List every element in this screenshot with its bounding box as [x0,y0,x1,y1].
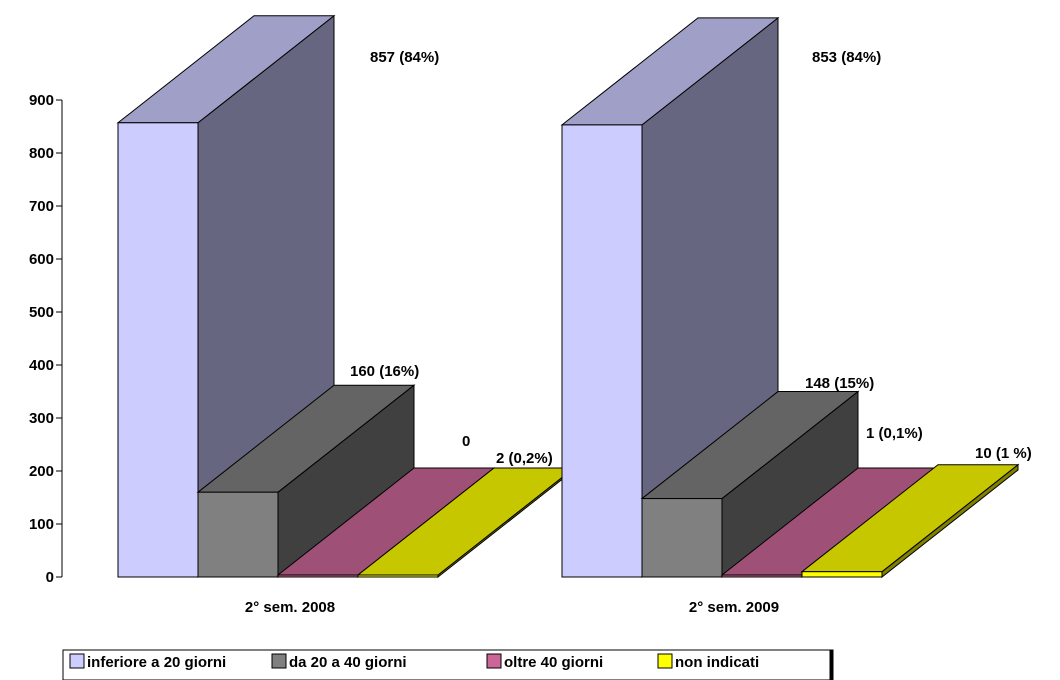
legend-label: oltre 40 giorni [504,654,603,671]
bar-non-indicati-1 [800,463,1020,579]
legend-label: da 20 a 40 giorni [289,654,407,671]
legend-swatch [657,653,673,669]
bar-front [721,574,803,578]
y-axis: 0 100 200 300 400 500 600 700 800 900 [29,92,63,586]
data-label: 857 (84%) [370,49,439,66]
data-label: 10 (1 %) [975,445,1032,462]
category-label: 2° sem. 2009 [689,599,779,616]
y-tick-label: 0 [46,569,54,586]
legend-swatch [271,653,287,669]
y-tick-label: 500 [29,304,54,321]
legend-swatch [486,653,502,669]
data-labels: 857 (84%) 160 (16%) 0 2 (0,2%) 853 (84%) 148 … [350,49,1032,467]
bar-front [641,498,723,578]
data-label: 160 (16%) [350,363,419,380]
y-tick-label: 700 [29,198,54,215]
bar-front [561,124,643,578]
bar-front [801,571,883,578]
y-tick-label: 100 [29,516,54,533]
bar-front [117,122,199,578]
bar-front [357,574,439,578]
bar-non-indicati-0 [356,466,576,579]
legend: inferiore a 20 giorni da 20 a 40 giorni ol… [62,649,834,680]
y-tick-label: 400 [29,357,54,374]
data-label: 148 (15%) [805,375,874,392]
bar-da-20-a-40-giorni-0 [196,384,416,579]
data-label: 0 [462,433,470,450]
bars [116,14,1020,579]
y-tick-label: 600 [29,251,54,268]
bar-da-20-a-40-giorni-1 [640,390,860,579]
data-label: 2 (0,2%) [496,450,553,467]
data-label: 1 (0,1%) [866,425,923,442]
category-label: 2° sem. 2008 [245,599,335,616]
legend-label: non indicati [675,654,759,671]
legend-frame [62,649,834,680]
category-labels: 2° sem. 2008 2° sem. 2009 [245,599,779,616]
legend-label: inferiore a 20 giorni [87,654,226,671]
y-tick-label: 800 [29,145,54,162]
y-tick-label: 200 [29,463,54,480]
data-label: 853 (84%) [812,49,881,66]
bar-front [197,491,279,578]
bar-front [277,574,359,578]
y-tick-label: 900 [29,92,54,109]
y-tick-label: 300 [29,410,54,427]
legend-swatch [69,653,85,669]
